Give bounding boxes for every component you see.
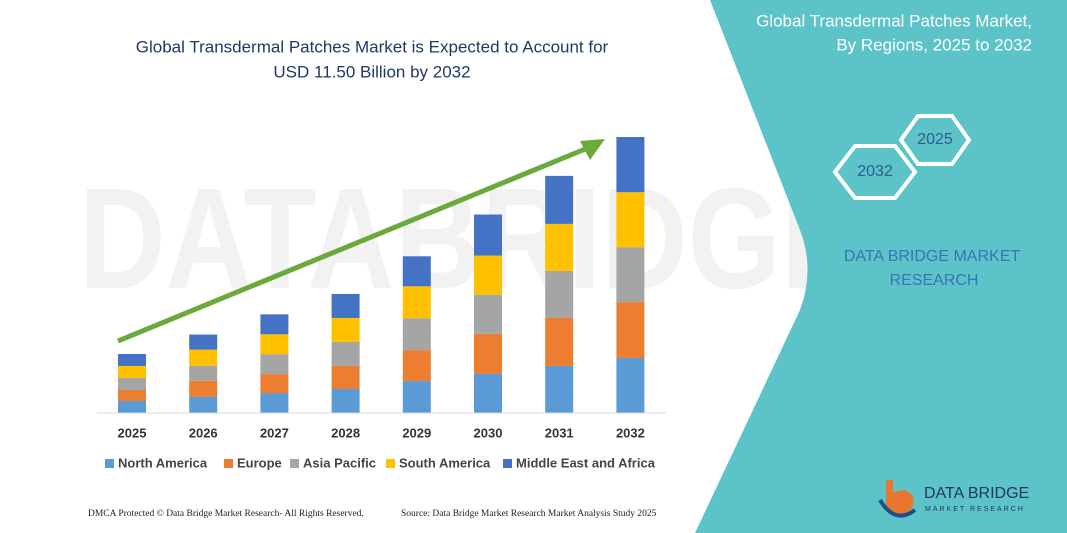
bar-segment: [545, 365, 574, 413]
panel-title: By Regions, 2025 to 2032: [836, 35, 1032, 54]
legend-swatch: [224, 459, 233, 468]
x-tick-label: 2031: [545, 425, 574, 440]
bar-segment: [331, 365, 360, 389]
bar-segment: [118, 377, 146, 390]
bar-segment: [189, 365, 218, 381]
bar-segment: [402, 286, 431, 319]
x-tick-label: 2029: [402, 425, 431, 440]
trend-arrow: [117, 142, 596, 344]
hexagon: [898, 114, 972, 166]
bar-segment: [402, 381, 431, 413]
bar-segment: [402, 318, 431, 351]
legend-label: Asia Pacific: [303, 455, 376, 470]
bar-segment: [402, 350, 431, 382]
legend-swatch: [503, 459, 512, 468]
bar-segment: [189, 380, 218, 397]
logo-mark: [878, 498, 917, 518]
bar-segment: [260, 334, 289, 355]
bar-segment: [545, 175, 574, 224]
bar-segment: [402, 256, 431, 287]
logo-text: DATA BRIDGE: [924, 485, 1029, 502]
legend-label: Middle East and Africa: [516, 455, 656, 470]
plot: 2025 2026 2027 2028 2029 2030 2031 2032 North Am…: [97, 137, 666, 470]
bar-segment: [545, 223, 574, 271]
logo: DATA BRIDGE MARKET RESEARCH: [878, 480, 1029, 518]
bar-segment: [189, 334, 218, 350]
bar-segment: [189, 396, 218, 413]
badge-label: 2025: [917, 131, 953, 148]
legend-swatch: [290, 459, 299, 468]
bar-segment: [118, 353, 146, 366]
bar-segment: [545, 270, 574, 318]
chart-title: USD 11.50 Billion by 2032: [273, 62, 470, 81]
badge-label: 2032: [857, 163, 893, 180]
bar-segment: [616, 192, 645, 248]
bar-segment: [331, 317, 360, 342]
footer-text: Source: Data Bridge Market Research Mark…: [401, 509, 657, 519]
hexagon: [832, 144, 918, 200]
watermark: DATABRIDGE: [79, 159, 861, 320]
brand-text: RESEARCH: [890, 272, 979, 289]
bar-segment: [331, 389, 360, 413]
trend-arrow-head: [580, 139, 605, 160]
chart-title: Global Transdermal Patches Market is Exp…: [136, 37, 609, 56]
footer-text: DMCA Protected © Data Bridge Market Rese…: [88, 508, 364, 519]
bar-segment: [474, 373, 502, 413]
bar-segment: [260, 393, 289, 413]
bar-segment: [331, 341, 360, 366]
bar-segment: [260, 314, 289, 335]
x-tick-label: 2032: [616, 425, 645, 440]
legend-label: Europe: [237, 455, 282, 470]
x-tick-label: 2025: [118, 425, 147, 440]
bar-segment: [616, 358, 645, 413]
bar-segment: [118, 401, 146, 413]
logo-subtext: MARKET RESEARCH: [925, 506, 1025, 513]
brand-text: DATA BRIDGE MARKET: [844, 248, 1021, 265]
x-tick-label: 2028: [331, 425, 360, 440]
x-tick-label: 2030: [474, 425, 503, 440]
bar-segment: [474, 214, 502, 256]
bar-segment: [260, 354, 289, 375]
bar-segment: [118, 365, 146, 378]
bar-segment: [474, 255, 502, 295]
side-panel: [695, 0, 1067, 533]
bar-segment: [545, 317, 574, 366]
bar-segment: [616, 302, 645, 359]
x-tick-label: 2026: [189, 425, 218, 440]
bar-segment: [616, 247, 645, 303]
logo-mark: [886, 480, 914, 516]
bar-segment: [189, 349, 218, 366]
x-tick-label: 2027: [260, 425, 289, 440]
legend-label: North America: [118, 455, 208, 470]
bar-segment: [616, 137, 645, 193]
legend-swatch: [386, 459, 395, 468]
legend-swatch: [105, 459, 114, 468]
legend-label: South America: [399, 455, 491, 470]
bar-segment: [331, 293, 360, 318]
bar-segment: [474, 333, 502, 374]
bar-segment: [474, 294, 502, 334]
bar-segment: [118, 389, 146, 401]
panel-title: Global Transdermal Patches Market,: [756, 11, 1032, 30]
bar-segment: [260, 374, 289, 394]
